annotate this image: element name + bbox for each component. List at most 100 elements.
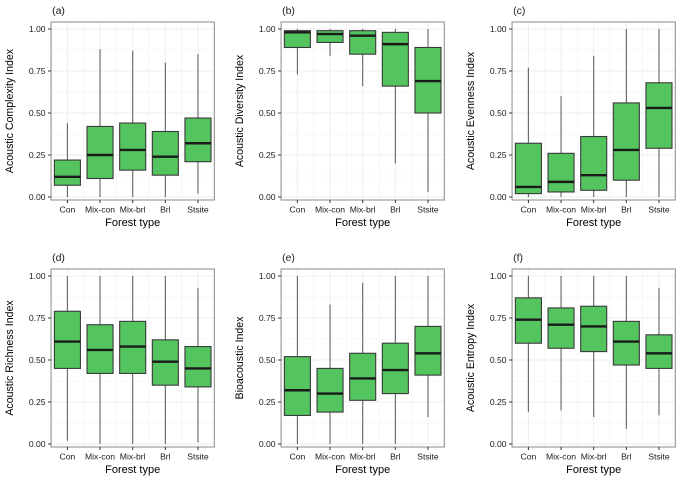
y-tick-label: 0.50 [489, 355, 506, 365]
box-Con [53, 159, 81, 186]
box-Con [284, 30, 312, 49]
x-tick-label: Stsite [648, 205, 670, 215]
x-tick-label: Con [290, 205, 306, 215]
axis-title-x: Forest type [105, 464, 160, 476]
x-tick-label: Con [60, 451, 76, 461]
panel-tag: (d) [52, 252, 65, 264]
x-tick-label: Stsite [418, 451, 440, 461]
box-Con [53, 310, 81, 369]
x-tick-label: Brl [160, 451, 171, 461]
axis-title-x: Forest type [105, 217, 160, 229]
x-tick-label: Mix-brl [580, 205, 606, 215]
box-Brl [612, 102, 640, 181]
box-Brl [382, 31, 410, 87]
panel-a: 0.00 0.25 0.50 0.75 1.00 Con Mix-con Mix-brl Brl… [0, 0, 230, 247]
panel-tag: (b) [282, 5, 295, 17]
y-tick-label: 0.00 [259, 439, 276, 449]
panel-f: 0.00 0.25 0.50 0.75 1.00 Con Mix-con Mix-brl Brl… [461, 247, 691, 493]
y-tick-label: 0.25 [489, 150, 506, 160]
x-tick-label: Mix-brl [120, 205, 146, 215]
x-tick-label: Mix-brl [580, 451, 606, 461]
box-Con [284, 355, 312, 416]
axis-title-y: Acoustic Diversity Index [234, 54, 246, 167]
y-tick-label: 0.75 [489, 313, 506, 323]
y-tick-label: 0.50 [489, 108, 506, 118]
y-tick-label: 0.00 [489, 439, 506, 449]
y-tick-label: 0.00 [29, 439, 46, 449]
box-Brl [382, 342, 410, 394]
axis-title-x: Forest type [335, 464, 390, 476]
box-Mix-brl [349, 352, 377, 401]
box-Stsite [184, 117, 212, 163]
box-Mix-con [316, 30, 344, 43]
axis-title-y: Bioacoustic Index [234, 315, 246, 399]
box-Mix-brl [579, 305, 607, 352]
x-tick-label: Brl [390, 205, 401, 215]
y-tick-label: 1.00 [489, 271, 506, 281]
y-tick-label: 0.50 [29, 108, 46, 118]
y-tick-label: 0.25 [29, 397, 46, 407]
axis-title-y: Acoustic Richness Index [4, 299, 16, 415]
x-tick-label: Stsite [187, 205, 209, 215]
box-Stsite [645, 333, 673, 369]
y-tick-label: 0.50 [259, 355, 276, 365]
axis-title-y: Acoustic Evenness Index [465, 51, 477, 170]
box-Brl [612, 320, 640, 366]
box-Mix-con [547, 152, 575, 193]
y-tick-label: 1.00 [29, 271, 46, 281]
axis-title-y: Acoustic Complexity Index [4, 48, 16, 173]
x-tick-label: Stsite [648, 451, 670, 461]
panel-tag: (a) [52, 5, 65, 17]
panel-svg: 0.00 0.25 0.50 0.75 1.00 Con Mix-con Mix-brl Brl… [234, 252, 446, 476]
x-tick-label: Mix-brl [120, 451, 146, 461]
panel-svg: 0.00 0.25 0.50 0.75 1.00 Con Mix-con Mix-brl Brl… [234, 5, 446, 229]
panel-e: 0.00 0.25 0.50 0.75 1.00 Con Mix-con Mix-brl Brl… [230, 247, 460, 493]
x-tick-label: Brl [621, 205, 632, 215]
x-tick-label: Mix-brl [350, 205, 376, 215]
x-tick-label: Stsite [187, 451, 209, 461]
panel-tag: (e) [282, 252, 295, 264]
y-tick-label: 1.00 [489, 24, 506, 34]
x-tick-label: Con [290, 451, 306, 461]
x-tick-label: Mix-con [546, 205, 576, 215]
x-tick-label: Mix-con [315, 205, 345, 215]
box-Mix-brl [579, 135, 607, 191]
y-tick-label: 0.50 [29, 355, 46, 365]
box-Con [514, 142, 542, 195]
axis-title-y: Acoustic Entropy Index [465, 303, 477, 412]
panel-svg: 0.00 0.25 0.50 0.75 1.00 Con Mix-con Mix-brl Brl… [465, 252, 676, 476]
y-tick-label: 1.00 [259, 271, 276, 281]
x-tick-label: Mix-con [85, 205, 115, 215]
box-Mix-con [316, 367, 344, 413]
box-Stsite [414, 325, 442, 376]
y-tick-label: 0.75 [259, 313, 276, 323]
x-tick-label: Mix-con [546, 451, 576, 461]
panel-svg: 0.00 0.25 0.50 0.75 1.00 Con Mix-con Mix-brl Brl… [4, 252, 215, 476]
panel-b: 0.00 0.25 0.50 0.75 1.00 Con Mix-con Mix-brl Brl… [230, 0, 460, 247]
x-tick-label: Mix-con [315, 451, 345, 461]
y-tick-label: 0.25 [489, 397, 506, 407]
y-tick-label: 0.25 [259, 150, 276, 160]
x-tick-label: Mix-brl [350, 451, 376, 461]
x-tick-label: Brl [621, 451, 632, 461]
box-Brl [151, 130, 179, 176]
y-tick-label: 0.50 [259, 108, 276, 118]
panel-svg: 0.00 0.25 0.50 0.75 1.00 Con Mix-con Mix-brl Brl… [465, 5, 676, 229]
box-Mix-brl [119, 122, 147, 171]
box-Mix-con [547, 306, 575, 349]
box-Mix-brl [349, 30, 377, 55]
axis-title-x: Forest type [566, 217, 621, 229]
y-tick-label: 0.00 [259, 192, 276, 202]
y-tick-label: 0.25 [259, 397, 276, 407]
x-tick-label: Con [60, 205, 76, 215]
y-tick-label: 0.75 [259, 66, 276, 76]
box-Mix-con [86, 125, 114, 180]
x-tick-label: Mix-con [85, 451, 115, 461]
x-tick-label: Con [520, 451, 536, 461]
box-Stsite [184, 345, 212, 387]
axis-title-x: Forest type [566, 464, 621, 476]
x-tick-label: Stsite [418, 205, 440, 215]
y-tick-label: 0.75 [489, 66, 506, 76]
panel-c: 0.00 0.25 0.50 0.75 1.00 Con Mix-con Mix-brl Brl… [461, 0, 691, 247]
